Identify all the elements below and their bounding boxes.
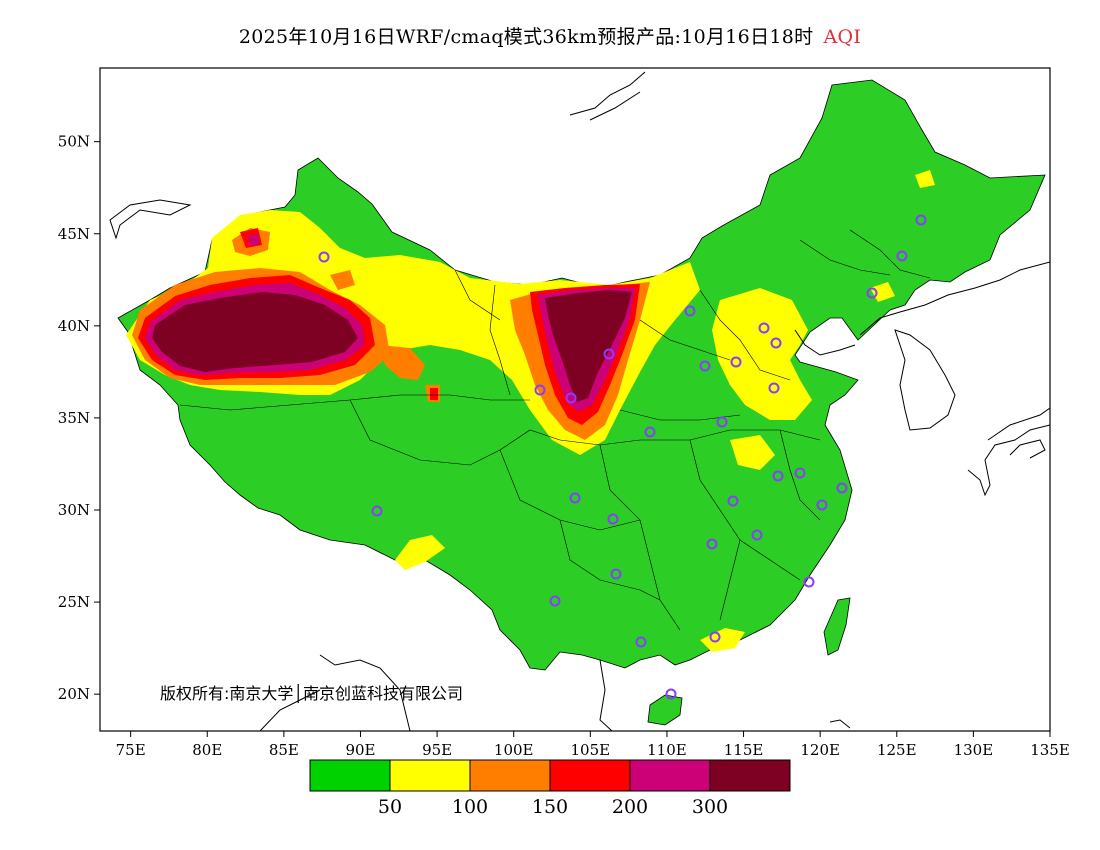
x-tick-label: 75E bbox=[116, 741, 146, 759]
axis-ticks: 75E 80E 85E 90E 95E 100E 105E 110E 115E 120E 125E 1… bbox=[58, 133, 1070, 759]
x-tick-label: 120E bbox=[800, 741, 840, 759]
title-variable: AQI bbox=[823, 26, 862, 48]
hazardous-zones bbox=[152, 290, 632, 402]
x-tick-label: 115E bbox=[724, 741, 764, 759]
x-tick-label: 100E bbox=[494, 741, 534, 759]
taiwan-island bbox=[823, 597, 851, 656]
hainan-island bbox=[647, 694, 683, 726]
y-tick-label: 40N bbox=[58, 317, 90, 335]
map-frame bbox=[99, 67, 1051, 732]
legend-label: 200 bbox=[612, 796, 648, 818]
title-text: 2025年10月16日WRF/cmaq模式36km预报产品:10月16日18时 bbox=[238, 26, 814, 48]
legend-swatch bbox=[709, 759, 791, 792]
x-tick-label: 90E bbox=[345, 741, 375, 759]
legend-label: 150 bbox=[532, 796, 568, 818]
copyright-text: 版权所有:南京大学│南京创蓝科技有限公司 bbox=[160, 684, 464, 703]
aqi-legend: 50 100 150 200 300 bbox=[309, 759, 791, 818]
neighbor-coastlines bbox=[109, 71, 1050, 731]
y-tick-label: 50N bbox=[58, 133, 90, 151]
legend-swatch bbox=[309, 759, 391, 792]
legend-swatch bbox=[549, 759, 631, 792]
province-boundaries bbox=[179, 229, 931, 631]
x-tick-label: 135E bbox=[1030, 741, 1070, 759]
y-tick-label: 25N bbox=[58, 593, 90, 611]
x-tick-label: 125E bbox=[877, 741, 917, 759]
x-tick-label: 80E bbox=[192, 741, 222, 759]
x-tick-label: 85E bbox=[269, 741, 299, 759]
y-tick-label: 30N bbox=[58, 501, 90, 519]
x-tick-label: 130E bbox=[954, 741, 994, 759]
x-tick-label: 110E bbox=[647, 741, 687, 759]
x-tick-label: 95E bbox=[422, 741, 452, 759]
legend-swatch bbox=[389, 759, 471, 792]
legend-swatch bbox=[469, 759, 551, 792]
x-tick-label: 105E bbox=[571, 741, 611, 759]
map-layer bbox=[109, 71, 1050, 731]
legend-label: 300 bbox=[692, 796, 728, 818]
y-tick-label: 20N bbox=[58, 685, 90, 703]
y-tick-label: 35N bbox=[58, 409, 90, 427]
y-tick-label: 45N bbox=[58, 225, 90, 243]
legend-swatch bbox=[629, 759, 711, 792]
legend-label: 100 bbox=[452, 796, 488, 818]
map-title: 2025年10月16日WRF/cmaq模式36km预报产品:10月16日18时 A… bbox=[0, 22, 1100, 49]
station-markers bbox=[318, 214, 927, 700]
legend-label: 50 bbox=[378, 796, 402, 818]
